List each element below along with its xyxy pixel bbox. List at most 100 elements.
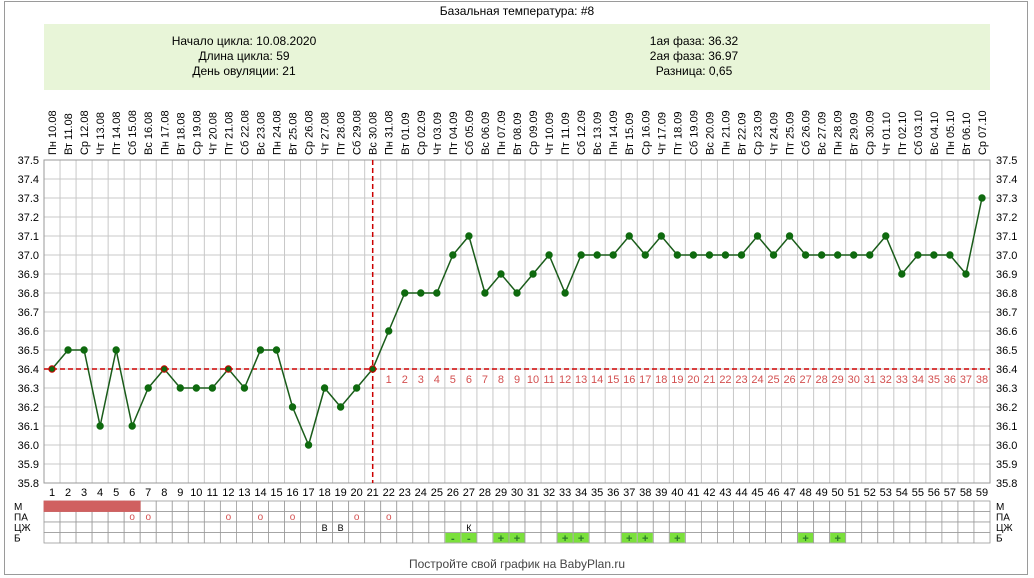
table-cell (252, 532, 269, 544)
phase-day-label: 31 (864, 374, 876, 386)
phase-day-label: 23 (735, 374, 747, 386)
table-cell (604, 511, 622, 523)
phase-day-label: 7 (482, 374, 488, 386)
temperature-point (962, 270, 970, 278)
phase-day-label: 17 (639, 374, 651, 386)
table-cell (733, 511, 750, 523)
phase-day-label: 21 (703, 374, 715, 386)
date-label: Ср 07.10 (977, 110, 989, 155)
table-cell (107, 511, 125, 523)
table-cell (219, 500, 237, 512)
table-cell (893, 521, 911, 533)
b-cell (445, 533, 461, 543)
table-cell (973, 521, 991, 533)
table-cell (412, 521, 430, 533)
date-label: Ср 23.09 (753, 110, 765, 155)
table-cell (524, 521, 542, 533)
day-number-label: 2 (65, 487, 71, 499)
table-cell (219, 521, 237, 533)
temperature-point (817, 251, 826, 259)
b-cell (621, 533, 637, 543)
cycle-start: Начало цикла: 10.08.2020 (171, 34, 317, 48)
table-cell (43, 521, 61, 533)
temperature-point (721, 251, 730, 259)
date-label: Вс 13.09 (592, 112, 604, 155)
table-cell (203, 511, 221, 523)
table-cell (588, 500, 606, 512)
phase-day-label: 30 (848, 374, 860, 386)
day-number-label: 12 (222, 487, 234, 499)
table-cell (508, 521, 526, 533)
table-cell (845, 511, 863, 523)
temperature-point (336, 403, 345, 411)
temperature-point (128, 422, 136, 430)
table-cell (492, 500, 510, 512)
b-cell (637, 533, 653, 543)
date-label: Чт 10.09 (544, 112, 556, 155)
date-label: Пт 02.10 (897, 111, 909, 155)
b-cell (493, 533, 509, 543)
footer-link[interactable]: Постройте свой график на BabyPlan.ru (408, 557, 626, 571)
phase-day-label: 22 (719, 374, 731, 386)
table-cell (380, 500, 398, 512)
temperature-point (497, 270, 505, 278)
table-cell (684, 511, 702, 523)
phase-day-label: 6 (466, 374, 472, 386)
table-cell (43, 532, 61, 544)
table-cell (845, 500, 863, 512)
table-cell (797, 500, 815, 512)
b-cell (573, 533, 589, 543)
table-cell (765, 511, 782, 523)
table-cell (460, 511, 478, 523)
day-number-label: 59 (976, 487, 988, 499)
table-cell (765, 532, 782, 544)
table-cell (749, 521, 766, 533)
date-label: Ср 02.09 (416, 110, 428, 155)
table-cell (284, 521, 301, 533)
phase-day-label: 16 (623, 374, 635, 386)
table-cell (765, 500, 782, 512)
date-label: Вс 04.10 (929, 112, 941, 155)
day-number-label: 8 (161, 487, 167, 499)
table-cell (717, 532, 734, 544)
date-label: Пт 14.08 (111, 111, 123, 155)
table-cell (348, 521, 366, 533)
table-cell (781, 532, 798, 544)
pa-mark: o (290, 512, 296, 523)
cycle-info-panel: Начало цикла: 10.08.2020 Длина цикла: 59… (44, 24, 990, 90)
row-label-left: ЦЖ (14, 523, 31, 534)
table-cell (107, 521, 125, 533)
temperature-point (833, 251, 842, 259)
temperature-point (481, 289, 489, 297)
date-label: Пт 11.09 (560, 112, 572, 155)
table-cell (540, 511, 558, 523)
day-number-label: 43 (719, 487, 731, 499)
table-cell (797, 521, 815, 533)
day-number-label: 58 (960, 487, 972, 499)
date-label: Пн 17.08 (159, 110, 171, 155)
table-cell (59, 532, 77, 544)
day-number-label: 51 (848, 487, 860, 499)
table-cell (364, 532, 382, 544)
table-cell (524, 511, 542, 523)
table-cell (236, 532, 253, 544)
date-label: Сб 15.08 (127, 110, 139, 155)
table-cell (781, 500, 798, 512)
table-cell (348, 532, 366, 544)
row-label-left: М (14, 502, 22, 513)
table-cell (636, 521, 654, 533)
menstruation-cell (43, 500, 61, 512)
row-label-left: Б (14, 534, 21, 545)
table-cell (364, 500, 382, 512)
table-cell (957, 500, 975, 512)
day-number-label: 17 (302, 487, 314, 499)
table-cell (717, 500, 734, 512)
date-label: Пт 04.09 (448, 111, 460, 155)
temperature-point (304, 441, 313, 449)
day-number-label: 36 (607, 487, 619, 499)
phase-day-label: 29 (832, 374, 844, 386)
date-label: Вт 15.09 (624, 112, 636, 155)
phase-day-label: 11 (543, 374, 554, 386)
day-number-label: 5 (113, 487, 119, 499)
